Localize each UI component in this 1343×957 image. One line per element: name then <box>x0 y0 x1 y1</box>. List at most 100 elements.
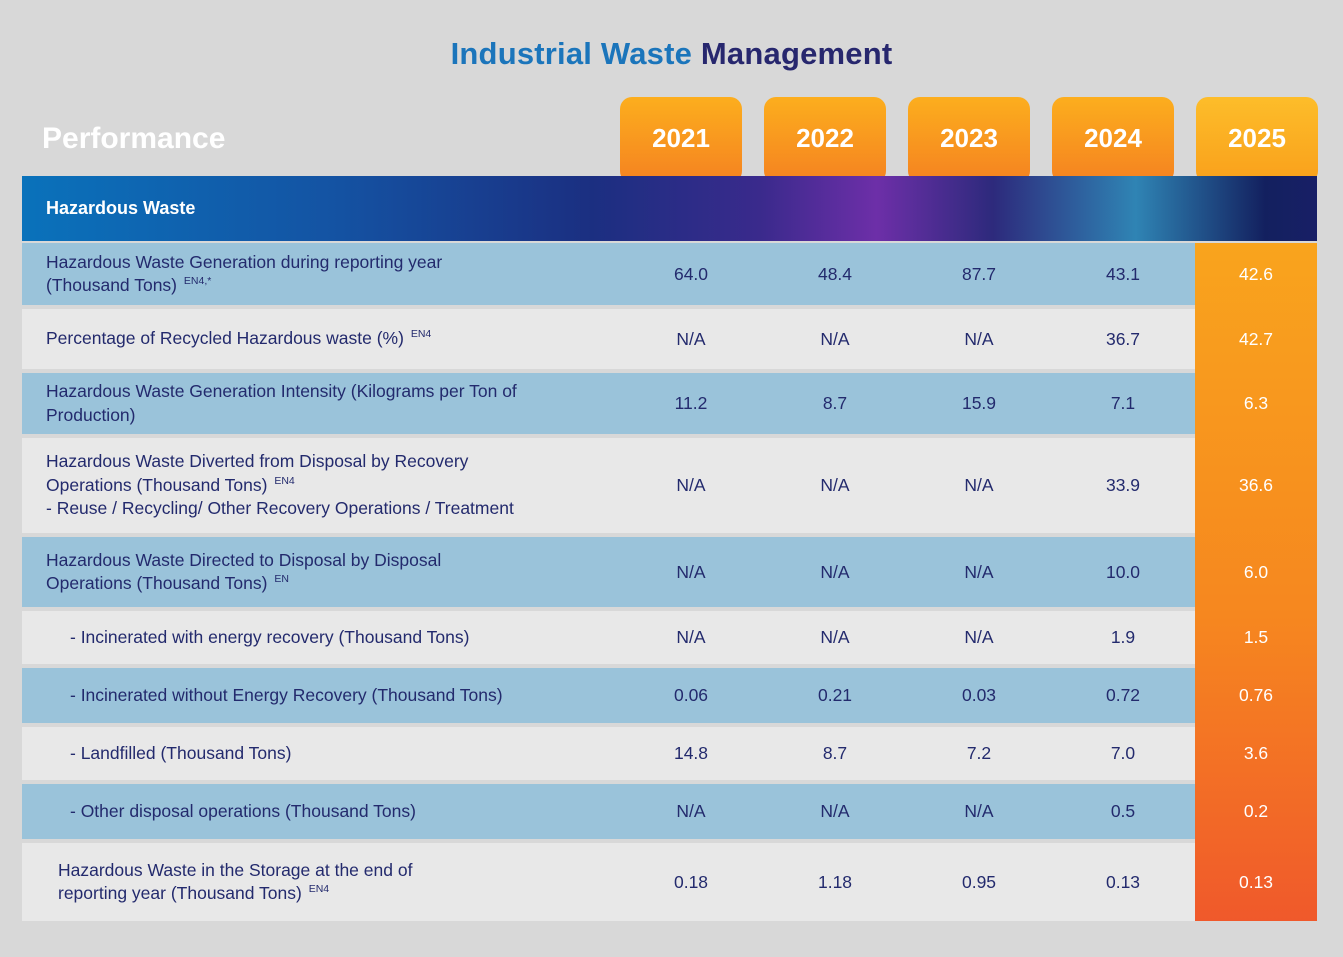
table-row: Hazardous Waste Diverted from Disposal b… <box>22 438 1317 533</box>
row-label: - Landfilled (Thousand Tons) <box>22 727 619 780</box>
row-label-line: Hazardous Waste Directed to Disposal by … <box>46 549 442 570</box>
row-label: Hazardous Waste Generation Intensity (Ki… <box>22 373 619 434</box>
value-cell-2022: 0.21 <box>763 668 907 723</box>
row-label-line: Operations (Thousand Tons) EN4 <box>46 474 295 495</box>
value-cell-2023: N/A <box>907 537 1051 607</box>
value-cell-2024: 36.7 <box>1051 309 1195 369</box>
value-cell-2025: 42.7 <box>1238 328 1274 349</box>
value-cell-2021: N/A <box>619 309 763 369</box>
value-cell-2021: 0.18 <box>619 843 763 921</box>
row-label-line: - Incinerated without Energy Recovery (T… <box>70 684 503 705</box>
table-row: Percentage of Recycled Hazardous waste (… <box>22 309 1317 369</box>
row-label: Hazardous Waste Diverted from Disposal b… <box>22 438 619 533</box>
value-cell-2025: 42.6 <box>1238 263 1274 284</box>
row-label-line: (Thousand Tons) EN4,* <box>46 275 212 295</box>
year-tab-2022: 2022 <box>764 97 886 183</box>
performance-column-header: Performance <box>42 122 226 155</box>
value-cell-2022: N/A <box>763 309 907 369</box>
value-cell-2023: 87.7 <box>907 243 1051 305</box>
page-title-part1: Industrial Waste <box>450 36 693 71</box>
value-cell-2021: 14.8 <box>619 727 763 780</box>
section-header-bar: Hazardous Waste <box>22 176 1317 241</box>
highlight-column-2025 <box>1195 243 1317 921</box>
page-title-part2: Management <box>692 36 893 71</box>
row-label: Hazardous Waste Directed to Disposal by … <box>22 537 619 607</box>
page-title: Industrial Waste Management <box>0 36 1343 72</box>
footnote-ref: EN4,* <box>183 275 212 288</box>
row-label: Hazardous Waste in the Storage at the en… <box>22 843 619 921</box>
value-cell-2024: 0.72 <box>1051 668 1195 723</box>
year-tab-2025: 2025 <box>1196 97 1318 183</box>
value-cell-2023: N/A <box>907 611 1051 664</box>
row-label-line: Percentage of Recycled Hazardous waste (… <box>46 328 432 349</box>
row-label-line: Production) <box>46 404 136 425</box>
row-label-line: Hazardous Waste in the Storage at the en… <box>58 859 413 880</box>
data-table: Hazardous Waste Hazardous Waste Generati… <box>22 176 1317 925</box>
row-label-line: - Landfilled (Thousand Tons) <box>70 742 292 763</box>
value-cell-2023: 0.03 <box>907 668 1051 723</box>
row-label: Hazardous Waste Generation during report… <box>22 243 619 305</box>
value-cell-2023: 15.9 <box>907 373 1051 434</box>
row-label-line: - Other disposal operations (Thousand To… <box>70 800 416 821</box>
footnote-ref: EN4 <box>410 328 432 341</box>
value-cell-2022: N/A <box>763 537 907 607</box>
value-cell-2025: 36.6 <box>1238 475 1274 495</box>
value-cell-2024: 7.1 <box>1051 373 1195 434</box>
value-cell-2022: 8.7 <box>763 373 907 434</box>
value-cell-2024: 43.1 <box>1051 243 1195 305</box>
value-cell-2021: 0.06 <box>619 668 763 723</box>
footnote-ref: EN <box>274 573 289 586</box>
value-cell-2024: 33.9 <box>1051 438 1195 533</box>
row-label: - Other disposal operations (Thousand To… <box>22 784 619 839</box>
value-cell-2021: 64.0 <box>619 243 763 305</box>
value-cell-2021: N/A <box>619 438 763 533</box>
value-cell-2021: N/A <box>619 784 763 839</box>
value-cell-2024: 7.0 <box>1051 727 1195 780</box>
value-cell-2022: N/A <box>763 784 907 839</box>
section-title: Hazardous Waste <box>46 198 196 218</box>
value-cell-2025: 6.0 <box>1243 561 1269 582</box>
value-cell-2022: N/A <box>763 438 907 533</box>
table-row: Hazardous Waste Generation Intensity (Ki… <box>22 373 1317 434</box>
value-cell-2021: N/A <box>619 611 763 664</box>
value-cell-2022: N/A <box>763 611 907 664</box>
value-cell-2023: 7.2 <box>907 727 1051 780</box>
value-cell-2025: 1.5 <box>1243 627 1269 647</box>
row-label-line: Hazardous Waste Generation during report… <box>46 251 443 272</box>
value-cell-2024: 1.9 <box>1051 611 1195 664</box>
row-label-line: reporting year (Thousand Tons) EN4 <box>58 883 330 903</box>
value-cell-2022: 8.7 <box>763 727 907 780</box>
value-cell-2021: N/A <box>619 537 763 607</box>
table-row: - Incinerated with energy recovery (Thou… <box>22 611 1317 664</box>
table-row: Hazardous Waste in the Storage at the en… <box>22 843 1317 921</box>
table-row: Hazardous Waste Generation during report… <box>22 243 1317 305</box>
value-cell-2021: 11.2 <box>619 373 763 434</box>
value-cell-2024: 0.5 <box>1051 784 1195 839</box>
table-rows: Hazardous Waste Generation during report… <box>22 243 1317 921</box>
table-row: Hazardous Waste Directed to Disposal by … <box>22 537 1317 607</box>
table-row: - Other disposal operations (Thousand To… <box>22 784 1317 839</box>
year-tabs: 2021 2022 2023 2024 2025 <box>620 97 1318 183</box>
footnote-ref: EN4 <box>274 474 295 487</box>
year-tab-2023: 2023 <box>908 97 1030 183</box>
row-label-line: Operations (Thousand Tons) EN <box>46 573 289 593</box>
row-label-line: Hazardous Waste Diverted from Disposal b… <box>46 451 469 472</box>
value-cell-2023: N/A <box>907 309 1051 369</box>
value-cell-2024: 0.13 <box>1051 843 1195 921</box>
value-cell-2023: N/A <box>907 784 1051 839</box>
value-cell-2023: N/A <box>907 438 1051 533</box>
value-cell-2025: 0.76 <box>1238 685 1274 705</box>
row-label-line: - Reuse / Recycling/ Other Recovery Oper… <box>46 498 514 519</box>
row-label: Percentage of Recycled Hazardous waste (… <box>22 309 619 369</box>
value-cell-2024: 10.0 <box>1051 537 1195 607</box>
value-cell-2022: 1.18 <box>763 843 907 921</box>
row-label-line: - Incinerated with energy recovery (Thou… <box>70 626 470 647</box>
value-cell-2025: 0.2 <box>1243 801 1269 821</box>
footnote-ref: EN4 <box>308 883 330 896</box>
row-label-line: Hazardous Waste Generation Intensity (Ki… <box>46 381 517 402</box>
value-cell-2022: 48.4 <box>763 243 907 305</box>
value-cell-2025: 6.3 <box>1243 393 1269 413</box>
table-row: - Incinerated without Energy Recovery (T… <box>22 668 1317 723</box>
value-cell-2025: 3.6 <box>1243 743 1269 763</box>
